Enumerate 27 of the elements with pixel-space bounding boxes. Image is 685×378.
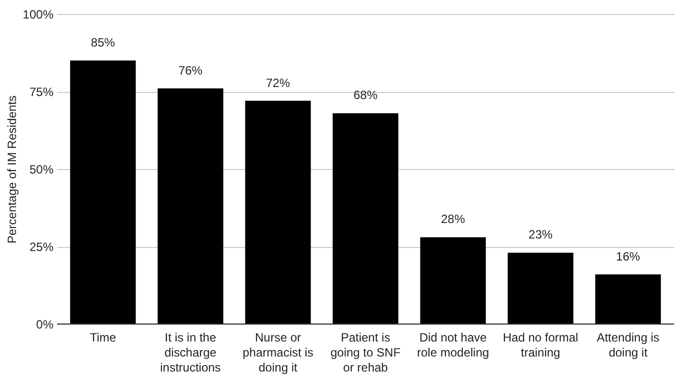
y-tick-label: 0% [36, 318, 54, 332]
bar [245, 100, 311, 324]
x-tick-label: Did not have role modeling [416, 330, 490, 360]
data-label: 85% [90, 36, 116, 50]
y-axis-title: Percentage of IM Residents [4, 95, 19, 244]
data-label: 23% [528, 228, 553, 242]
bar [420, 237, 486, 324]
bar [595, 274, 661, 324]
bar [70, 60, 136, 324]
data-label: 68% [353, 88, 378, 102]
bar [332, 113, 398, 324]
data-label: 72% [266, 76, 290, 90]
data-label: 28% [441, 212, 466, 226]
x-tick-label: Had no formal training [502, 330, 578, 360]
bar [508, 252, 574, 324]
x-tick-label: Patient is going to SNF or rehab [330, 330, 401, 374]
x-tick-label: It is in the discharge instructions [160, 330, 221, 374]
y-tick-label: 50% [29, 162, 54, 176]
data-label: 76% [178, 63, 203, 78]
y-tick-label: 75% [29, 85, 54, 99]
x-tick-label: Attending is doing it [596, 330, 660, 360]
y-tick-label: 25% [29, 240, 54, 254]
bar [158, 88, 224, 324]
data-label: 16% [616, 249, 640, 264]
y-tick-label: 100% [22, 8, 54, 22]
x-tick-label: Nurse or pharmacist is doing it [242, 330, 314, 374]
x-tick-label: Time [90, 330, 116, 344]
